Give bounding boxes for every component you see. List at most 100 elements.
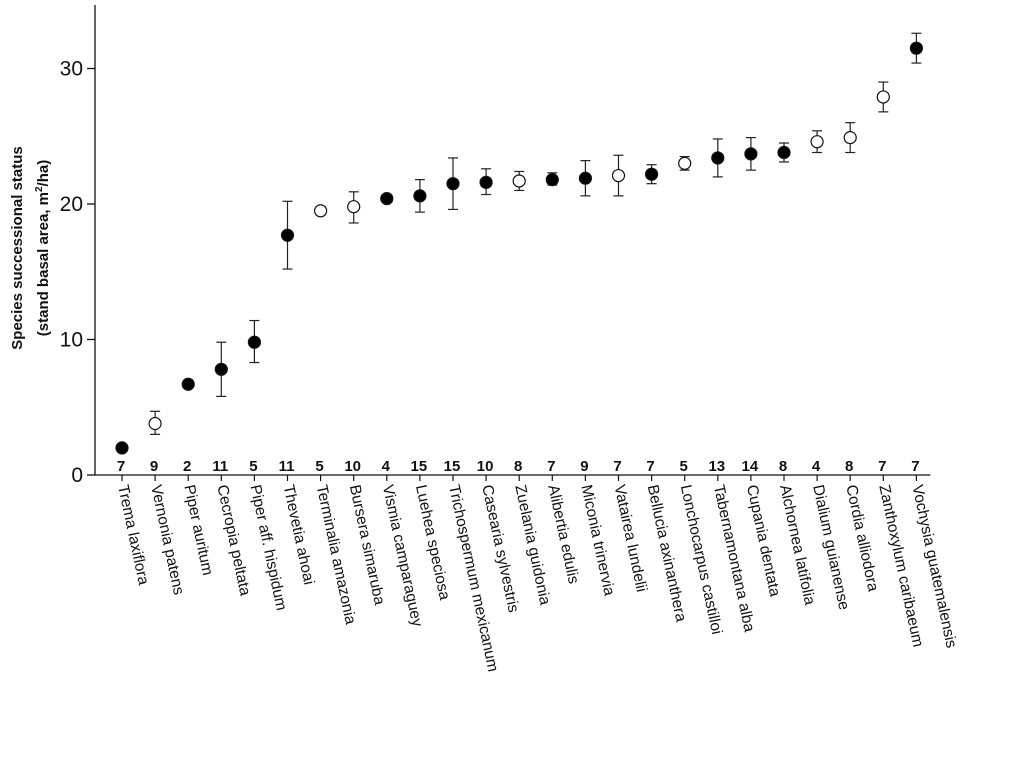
species-label: Thevetia ahoai: [280, 483, 318, 586]
marker-open: [876, 90, 890, 104]
axes: [94, 5, 931, 476]
data-point: [711, 138, 725, 178]
marker-filled: [181, 377, 195, 391]
n-label: 11: [279, 458, 295, 475]
data-point: [611, 154, 626, 197]
data-point: [777, 142, 791, 163]
n-label: 7: [646, 458, 654, 475]
marker-open: [810, 135, 824, 149]
data-point: [413, 179, 427, 213]
species-label: Luehea speciosa: [412, 483, 453, 602]
marker-open: [843, 131, 857, 145]
marker-filled: [479, 175, 493, 189]
data-point: [545, 172, 559, 187]
marker-filled: [115, 441, 129, 455]
data-point: [148, 410, 162, 435]
data-point: [678, 155, 692, 171]
data-point: [314, 204, 328, 218]
species-label: Trema laxiflora: [114, 483, 152, 587]
species-label: Cordia alliodora: [842, 483, 881, 593]
data-point: [181, 377, 195, 391]
y-tick-label: 20: [60, 193, 83, 216]
y-ticks: 0 10 20 30: [60, 58, 95, 487]
data-point: [876, 81, 890, 113]
n-label: 5: [315, 458, 323, 475]
n-label: 10: [477, 458, 494, 475]
n-label: 8: [779, 458, 787, 475]
data-point: [214, 341, 228, 398]
data-point: [479, 168, 493, 196]
marker-filled: [909, 41, 924, 55]
marker-filled: [446, 177, 460, 191]
species-label: Vatairea lundelii: [611, 483, 650, 593]
marker-filled: [578, 171, 593, 185]
marker-filled: [380, 191, 394, 206]
n-label: 9: [580, 458, 588, 475]
y-tick-label: 0: [71, 464, 83, 487]
y-axis-label-line2-suffix: /ha): [35, 160, 52, 187]
marker-filled: [280, 228, 295, 242]
n-label: 8: [845, 458, 853, 475]
marker-filled: [247, 335, 261, 349]
n-label: 15: [411, 458, 428, 475]
n-label: 8: [514, 458, 522, 475]
species-label: Piper auritum: [180, 483, 216, 577]
species-label: Cecropia peltata: [213, 483, 253, 597]
n-label: 7: [613, 458, 621, 475]
n-label: 9: [150, 458, 158, 475]
marker-open: [314, 204, 328, 218]
marker-open: [512, 174, 526, 188]
species-label: Vernonia patens: [147, 483, 187, 596]
n-label: 4: [382, 458, 391, 475]
data-point: [909, 32, 924, 64]
n-label: 7: [117, 458, 125, 475]
data-point: [578, 160, 593, 197]
data-point: [280, 200, 295, 270]
marker-filled: [711, 151, 725, 165]
data-point: [347, 191, 361, 224]
y-axis-label-superscript: 2: [34, 186, 45, 192]
marker-filled: [744, 147, 758, 161]
n-label: 7: [547, 458, 555, 475]
data-point: [512, 170, 526, 192]
y-tick-label: 10: [60, 329, 83, 352]
data-point: [744, 137, 758, 171]
data-point: [843, 122, 857, 154]
y-axis-label-line2: (stand basal area, m2/ha): [34, 160, 52, 336]
marker-filled: [644, 167, 659, 181]
n-label: 2: [183, 458, 191, 475]
marker-open: [148, 416, 162, 431]
marker-filled: [777, 145, 791, 160]
data-point: [247, 319, 261, 364]
marker-open: [611, 168, 626, 183]
sample-size-labels: 7 9 2 11 5 11 5 10 4 15 15 10 8 7 9 7 7 5 13 14 8 4 8 7 7: [117, 458, 920, 481]
n-label: 5: [680, 458, 688, 475]
data-point: [446, 157, 460, 211]
n-label: 14: [742, 458, 759, 475]
data-point: [115, 441, 129, 455]
species-label: Alibertia edulis: [544, 483, 582, 585]
data-point: [644, 164, 659, 185]
marker-open: [678, 156, 692, 170]
marker-filled: [413, 189, 427, 203]
marker-filled: [545, 173, 559, 187]
n-label: 15: [444, 458, 461, 475]
marker-open: [347, 200, 361, 214]
data-point: [810, 130, 824, 154]
species-label: Cupania dentata: [743, 483, 783, 598]
marker-filled: [214, 362, 228, 376]
y-axis-label-line2-prefix: (stand basal area, m: [35, 192, 52, 336]
y-tick-label: 30: [60, 58, 83, 81]
y-axis-label-line1: Species successional status: [9, 146, 26, 349]
n-label: 5: [249, 458, 257, 475]
n-label: 10: [344, 458, 361, 475]
n-label: 13: [708, 458, 725, 475]
data-point: [380, 191, 394, 206]
n-label: 7: [878, 458, 886, 475]
data-marks: [115, 32, 924, 455]
n-label: 7: [911, 458, 919, 475]
n-label: 11: [212, 458, 228, 475]
n-label: 4: [812, 458, 821, 475]
